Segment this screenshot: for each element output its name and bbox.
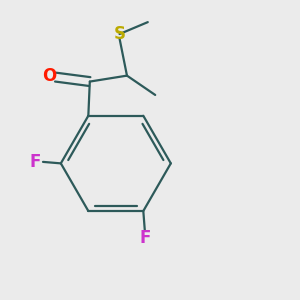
Text: S: S: [113, 25, 125, 43]
Text: O: O: [42, 67, 56, 85]
Text: F: F: [30, 153, 41, 171]
Text: F: F: [139, 229, 151, 247]
